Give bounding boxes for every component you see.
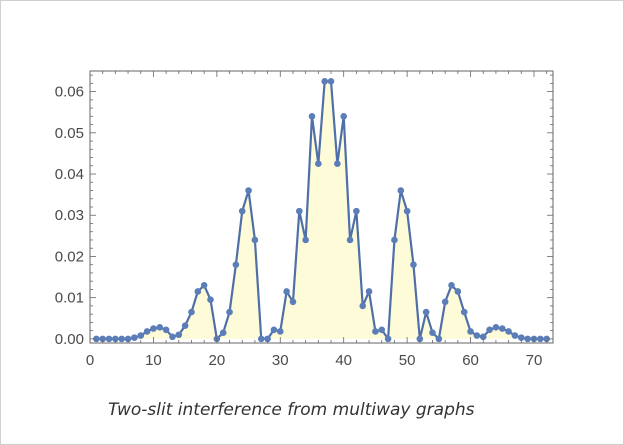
y-tick-label: 0.03 <box>55 207 84 224</box>
data-point <box>517 334 525 341</box>
data-point <box>137 332 145 339</box>
y-tick-label: 0.04 <box>55 166 84 183</box>
data-point <box>416 335 424 343</box>
x-tick-label: 40 <box>335 352 352 369</box>
area-under-curve <box>96 81 547 339</box>
x-tick-label: 0 <box>86 352 94 369</box>
y-tick-label: 0.01 <box>55 290 84 307</box>
axis-ticks: 0 10 20 30 40 50 60 70 0.00 0.01 0.02 0.03 0.04 0.05 0… <box>55 71 553 369</box>
figure-caption: Two-slit interference from multiway grap… <box>108 400 475 420</box>
interference-chart: 0 10 20 30 40 50 60 70 0.00 0.01 0.02 0.03 0.04 0.05 0… <box>55 70 554 369</box>
data-point <box>384 335 392 343</box>
data-point <box>334 160 341 168</box>
data-point <box>156 324 164 331</box>
data-point <box>321 78 328 85</box>
data-point <box>124 335 132 343</box>
data-point <box>454 288 462 295</box>
data-point <box>296 207 303 215</box>
data-point <box>346 236 354 244</box>
x-tick-label: 70 <box>526 352 543 369</box>
data-point <box>505 328 512 335</box>
data-point <box>131 334 138 341</box>
data-point <box>391 236 398 244</box>
data-point <box>498 325 506 332</box>
y-tick-label: 0.02 <box>55 248 84 265</box>
data-point <box>251 236 259 244</box>
y-tick-label: 0.05 <box>55 125 84 142</box>
x-tick-label: 20 <box>209 352 226 369</box>
data-point <box>327 78 335 85</box>
data-point <box>207 296 214 304</box>
data-point <box>270 326 278 334</box>
data-point <box>403 207 411 215</box>
data-point <box>486 326 493 334</box>
data-point <box>467 328 474 335</box>
data-point <box>194 288 202 295</box>
data-point <box>143 328 151 335</box>
data-point <box>283 288 290 295</box>
data-point <box>511 332 519 339</box>
data-point <box>441 298 449 306</box>
data-point <box>238 207 246 215</box>
data-point <box>492 324 500 331</box>
data-point <box>226 308 233 316</box>
data-point <box>359 302 367 310</box>
data-point <box>99 335 106 343</box>
data-point <box>188 308 195 316</box>
area-fill <box>96 81 547 339</box>
data-point <box>219 329 227 336</box>
data-point <box>372 328 379 335</box>
data-point <box>264 335 271 343</box>
data-point <box>200 282 208 289</box>
x-tick-label: 30 <box>272 352 289 369</box>
data-point <box>245 187 252 194</box>
x-tick-label: 50 <box>399 352 416 369</box>
data-point <box>460 308 468 316</box>
data-point <box>435 335 443 343</box>
data-point <box>448 282 455 289</box>
data-point <box>365 288 373 295</box>
data-point <box>429 329 436 336</box>
y-tick-label: 0.06 <box>55 84 84 101</box>
x-tick-label: 10 <box>145 352 162 369</box>
y-tick-label: 0.00 <box>55 331 84 348</box>
data-point <box>537 335 544 343</box>
data-point <box>276 328 284 335</box>
data-point <box>105 335 113 343</box>
data-point <box>340 113 347 120</box>
data-point <box>112 335 119 343</box>
data-point <box>181 322 189 329</box>
data-point <box>353 207 360 215</box>
data-point <box>397 187 405 194</box>
data-point <box>232 261 240 268</box>
data-point <box>378 326 386 334</box>
data-point <box>543 335 550 343</box>
data-point <box>302 236 309 244</box>
data-point <box>162 326 170 334</box>
data-point <box>118 335 126 343</box>
data-point <box>93 335 100 343</box>
data-point <box>308 113 316 120</box>
data-point <box>524 335 531 343</box>
data-point <box>175 331 183 339</box>
data-point <box>315 160 322 168</box>
data-point <box>289 298 297 306</box>
x-tick-label: 60 <box>462 352 479 369</box>
data-point <box>150 325 157 332</box>
data-point <box>169 333 176 341</box>
data-point <box>479 333 487 341</box>
data-point <box>257 335 265 343</box>
data-point <box>422 308 430 316</box>
data-point <box>410 261 417 268</box>
data-point <box>473 332 481 339</box>
